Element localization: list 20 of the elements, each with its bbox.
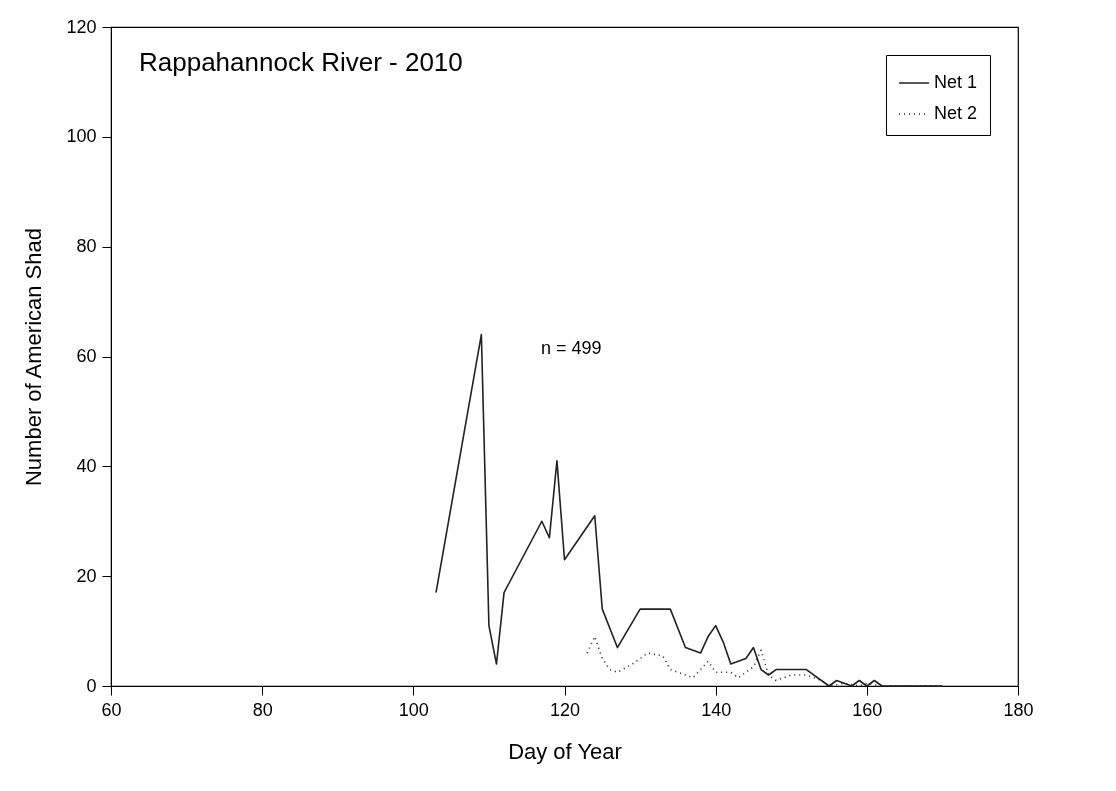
- y-tick-label: 40: [76, 455, 97, 476]
- x-tick-label: 120: [549, 699, 581, 720]
- x-tick-label: 80: [252, 699, 273, 720]
- annotation: n = 499: [541, 338, 602, 358]
- x-tick-label: 140: [701, 699, 732, 720]
- x-tick-label: 180: [1003, 699, 1034, 720]
- x-tick-label: 60: [101, 699, 122, 720]
- legend-label: Net 1: [934, 72, 978, 92]
- y-axis-title: Number of American Shad: [21, 227, 47, 487]
- y-tick-label: 0: [86, 675, 97, 696]
- text: Rappahannock River - 2010: [139, 47, 463, 77]
- legend-label: Net 2: [934, 103, 978, 123]
- x-tick-label: 160: [852, 699, 883, 720]
- y-tick-label: 20: [76, 565, 97, 586]
- y-tick-label: 60: [76, 346, 97, 366]
- y-tick-label: 100: [66, 126, 97, 147]
- y-tick-label: 120: [66, 16, 97, 37]
- x-tick-label: 100: [398, 699, 429, 720]
- x-axis-title: Day of Year: [508, 738, 622, 764]
- y-tick-label: 80: [76, 236, 97, 257]
